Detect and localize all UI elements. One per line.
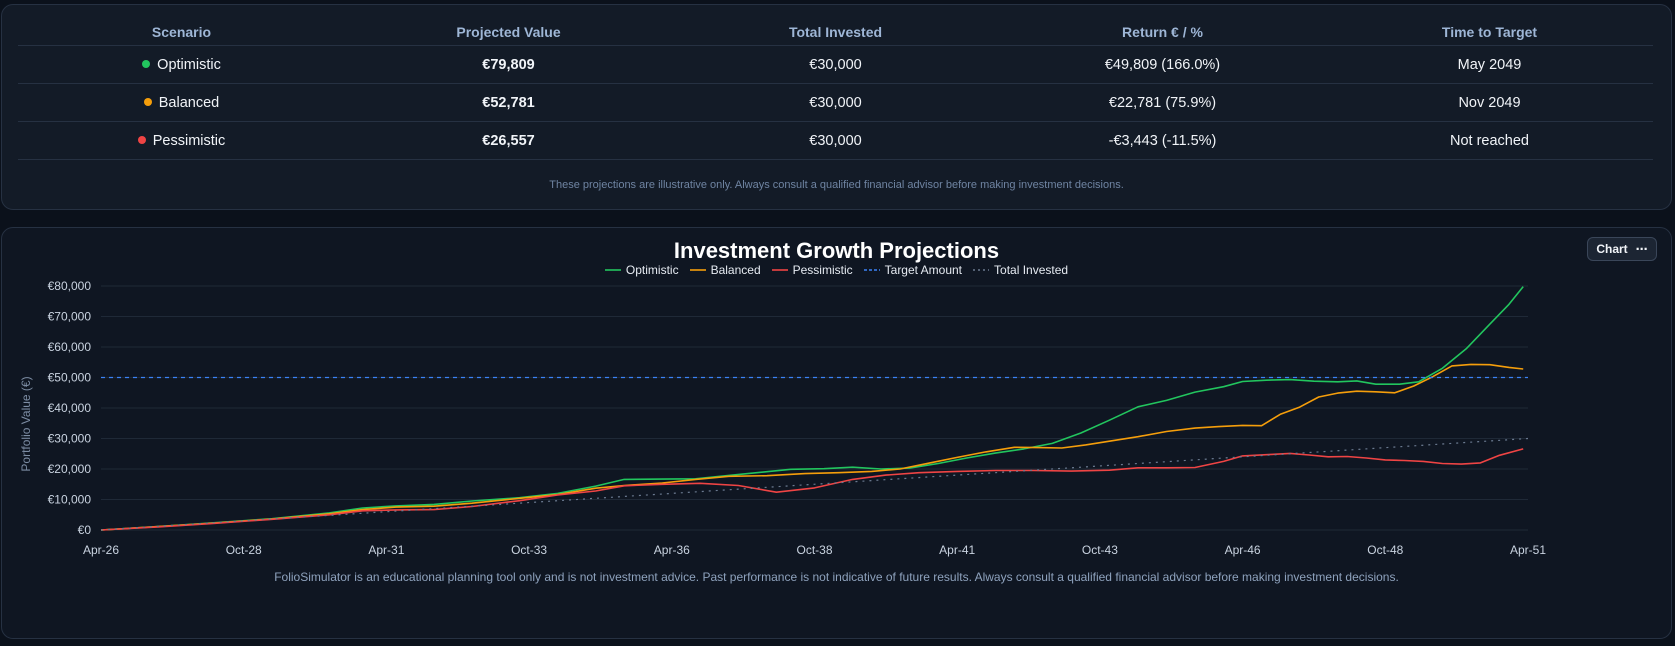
total-invested-cell: €30,000	[672, 83, 999, 122]
legend-label: Optimistic	[625, 263, 679, 277]
table-row: Optimistic €79,809 €30,000 €49,809 (166.…	[18, 45, 1653, 84]
column-header-total-invested: Total Invested	[672, 19, 999, 46]
column-header-scenario: Scenario	[18, 19, 345, 46]
growth-chart-plot: €0 €10,000 €20,000 €30,000 €40,000 €50,000 €60…	[48, 279, 1547, 557]
x-tick-label: Oct-38	[796, 543, 832, 557]
table-row: Balanced €52,781 €30,000 €22,781 (75.9%)…	[18, 83, 1653, 122]
x-tick-label: Oct-33	[511, 543, 547, 557]
scenario-cell: Balanced	[18, 83, 345, 122]
chart-legend: Optimistic Balanced Pessimistic Target Amou…	[2, 263, 1671, 277]
scenario-cell: Optimistic	[18, 45, 345, 84]
x-tick-label: Apr-31	[368, 543, 404, 557]
legend-label: Pessimistic	[792, 263, 853, 277]
legend-item[interactable]: Total Invested	[973, 263, 1068, 277]
educational-disclaimer: FolioSimulator is an educational plannin…	[274, 570, 1399, 584]
x-tick-label: Oct-48	[1367, 543, 1403, 557]
ellipsis-icon: ⋯	[1635, 242, 1648, 256]
x-tick-label: Apr-46	[1225, 543, 1261, 557]
return-cell: €22,781 (75.9%)	[999, 83, 1326, 122]
balanced-dot-icon	[143, 97, 152, 106]
scenario-name: Balanced	[158, 94, 220, 111]
time-to-target-cell: Nov 2049	[1326, 83, 1653, 122]
series-line-pessimistic	[100, 448, 1524, 531]
chart-button-label: Chart	[1596, 242, 1628, 256]
x-tick-label: Apr-36	[654, 543, 690, 557]
legend-item[interactable]: Optimistic	[604, 263, 679, 277]
legend-item[interactable]: Target Amount	[863, 263, 963, 277]
series-line-balanced	[100, 363, 1524, 531]
legend-item[interactable]: Balanced	[689, 263, 761, 277]
column-header-return: Return € / %	[999, 19, 1326, 46]
table-row: Pessimistic €26,557 €30,000 -€3,443 (-11…	[18, 121, 1653, 160]
growth-chart-card: €0 €10,000 €20,000 €30,000 €40,000 €50,000 €60…	[1, 227, 1672, 639]
y-tick-label: €60,000	[48, 340, 92, 354]
series-line-optimistic	[100, 286, 1524, 531]
legend-swatch-icon	[863, 269, 880, 271]
return-cell: -€3,443 (-11.5%)	[999, 121, 1326, 160]
legend-item[interactable]: Pessimistic	[771, 263, 853, 277]
y-tick-label: €80,000	[48, 279, 92, 293]
table-header-row: Scenario Projected Value Total Invested …	[18, 19, 1653, 46]
legend-label: Target Amount	[884, 263, 963, 277]
y-tick-label: €40,000	[48, 401, 92, 415]
legend-label: Total Invested	[994, 263, 1069, 277]
optimistic-dot-icon	[142, 59, 151, 68]
scenario-name: Pessimistic	[152, 132, 226, 149]
series-line-total-invested	[100, 437, 1529, 531]
projected-value-cell: €52,781	[345, 83, 672, 122]
y-tick-label: €70,000	[48, 310, 92, 324]
x-tick-label: Apr-26	[83, 543, 119, 557]
scenario-name: Optimistic	[157, 56, 221, 73]
legend-swatch-icon	[689, 269, 706, 271]
x-tick-label: Apr-51	[1510, 543, 1546, 557]
projection-disclaimer: These projections are illustrative only.…	[549, 179, 1124, 191]
time-to-target-cell: May 2049	[1326, 45, 1653, 84]
column-header-projected-value: Projected Value	[345, 19, 672, 46]
y-tick-label: €30,000	[48, 432, 92, 446]
pessimistic-dot-icon	[137, 135, 146, 144]
legend-swatch-icon	[973, 269, 990, 271]
y-tick-label: €10,000	[48, 493, 92, 507]
scenario-summary-table: Scenario Projected Value Total Invested …	[18, 19, 1653, 160]
scenario-summary-card: Scenario Projected Value Total Invested …	[1, 4, 1672, 210]
chart-menu-button[interactable]: Chart ⋯	[1587, 237, 1657, 261]
total-invested-cell: €30,000	[672, 121, 999, 160]
legend-label: Balanced	[710, 263, 761, 277]
chart-title: Investment Growth Projections	[673, 238, 1000, 263]
y-tick-label: €20,000	[48, 462, 92, 476]
total-invested-cell: €30,000	[672, 45, 999, 84]
y-tick-label: €0	[78, 523, 92, 537]
y-tick-label: €50,000	[48, 371, 92, 385]
projected-value-cell: €79,809	[345, 45, 672, 84]
x-tick-label: Oct-28	[226, 543, 262, 557]
y-axis-title: Portfolio Value (€)	[19, 376, 33, 472]
legend-swatch-icon	[771, 269, 788, 271]
time-to-target-cell: Not reached	[1326, 121, 1653, 160]
projected-value-cell: €26,557	[345, 121, 672, 160]
column-header-time-to-target: Time to Target	[1326, 19, 1653, 46]
legend-swatch-icon	[604, 269, 621, 271]
scenario-cell: Pessimistic	[18, 121, 345, 160]
x-tick-label: Apr-41	[939, 543, 975, 557]
x-tick-label: Oct-43	[1082, 543, 1118, 557]
return-cell: €49,809 (166.0%)	[999, 45, 1326, 84]
